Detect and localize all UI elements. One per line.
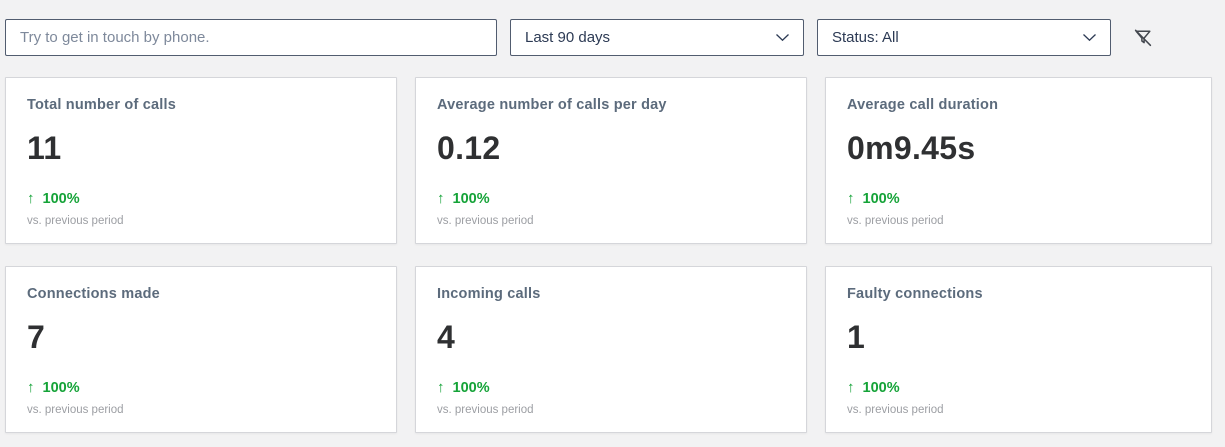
card-value: 0.12 <box>437 130 501 166</box>
card-change-value: 100% <box>862 379 900 396</box>
status-dropdown[interactable]: Status: All <box>817 19 1111 56</box>
date-range-dropdown-value: Last 90 days <box>525 29 611 46</box>
card-compare-label: vs. previous period <box>437 404 534 416</box>
card-change: ↑ 100% <box>847 379 1190 396</box>
card-change-value: 100% <box>42 379 80 396</box>
stat-card-incoming-calls: Incoming calls 4 ↑ 100% vs. previous per… <box>415 266 807 433</box>
card-title: Total number of calls <box>27 97 176 113</box>
card-compare-label: vs. previous period <box>847 215 944 227</box>
trend-up-arrow-icon: ↑ <box>437 379 445 396</box>
card-compare-label: vs. previous period <box>847 404 944 416</box>
trend-up-arrow-icon: ↑ <box>847 190 855 207</box>
card-compare-label: vs. previous period <box>437 215 534 227</box>
stat-card-avg-calls-per-day: Average number of calls per day 0.12 ↑ 1… <box>415 77 807 244</box>
card-change-value: 100% <box>452 379 490 396</box>
card-change-value: 100% <box>452 190 490 207</box>
card-value: 4 <box>437 319 456 355</box>
chevron-down-icon <box>1082 33 1097 42</box>
stats-cards-grid: Total number of calls 11 ↑ 100% vs. prev… <box>5 77 1225 433</box>
stat-card-connections-made: Connections made 7 ↑ 100% vs. previous p… <box>5 266 397 433</box>
card-value: 11 <box>27 130 62 166</box>
chevron-down-icon <box>775 33 790 42</box>
clear-filters-button[interactable] <box>1128 23 1158 53</box>
card-change-value: 100% <box>862 190 900 207</box>
card-change: ↑ 100% <box>847 190 1190 207</box>
card-change: ↑ 100% <box>27 190 375 207</box>
card-value: 7 <box>27 319 46 355</box>
stat-card-avg-call-duration: Average call duration 0m9.45s ↑ 100% vs.… <box>825 77 1212 244</box>
card-change-value: 100% <box>42 190 80 207</box>
filter-bar: Last 90 days Status: All <box>5 19 1225 56</box>
stat-card-total-calls: Total number of calls 11 ↑ 100% vs. prev… <box>5 77 397 244</box>
search-input[interactable] <box>5 19 497 56</box>
card-title: Faulty connections <box>847 286 983 302</box>
card-title: Average number of calls per day <box>437 97 667 113</box>
card-change: ↑ 100% <box>437 379 785 396</box>
trend-up-arrow-icon: ↑ <box>847 379 855 396</box>
trend-up-arrow-icon: ↑ <box>437 190 445 207</box>
status-dropdown-value: Status: All <box>832 29 899 46</box>
card-value: 1 <box>847 319 866 355</box>
card-change: ↑ 100% <box>27 379 375 396</box>
card-title: Connections made <box>27 286 160 302</box>
card-title: Average call duration <box>847 97 999 113</box>
card-change: ↑ 100% <box>437 190 785 207</box>
stat-card-faulty-connections: Faulty connections 1 ↑ 100% vs. previous… <box>825 266 1212 433</box>
card-title: Incoming calls <box>437 286 541 302</box>
card-compare-label: vs. previous period <box>27 404 124 416</box>
date-range-dropdown[interactable]: Last 90 days <box>510 19 804 56</box>
card-value: 0m9.45s <box>847 130 976 166</box>
trend-up-arrow-icon: ↑ <box>27 190 35 207</box>
filter-off-icon <box>1131 26 1155 50</box>
card-compare-label: vs. previous period <box>27 215 124 227</box>
trend-up-arrow-icon: ↑ <box>27 379 35 396</box>
